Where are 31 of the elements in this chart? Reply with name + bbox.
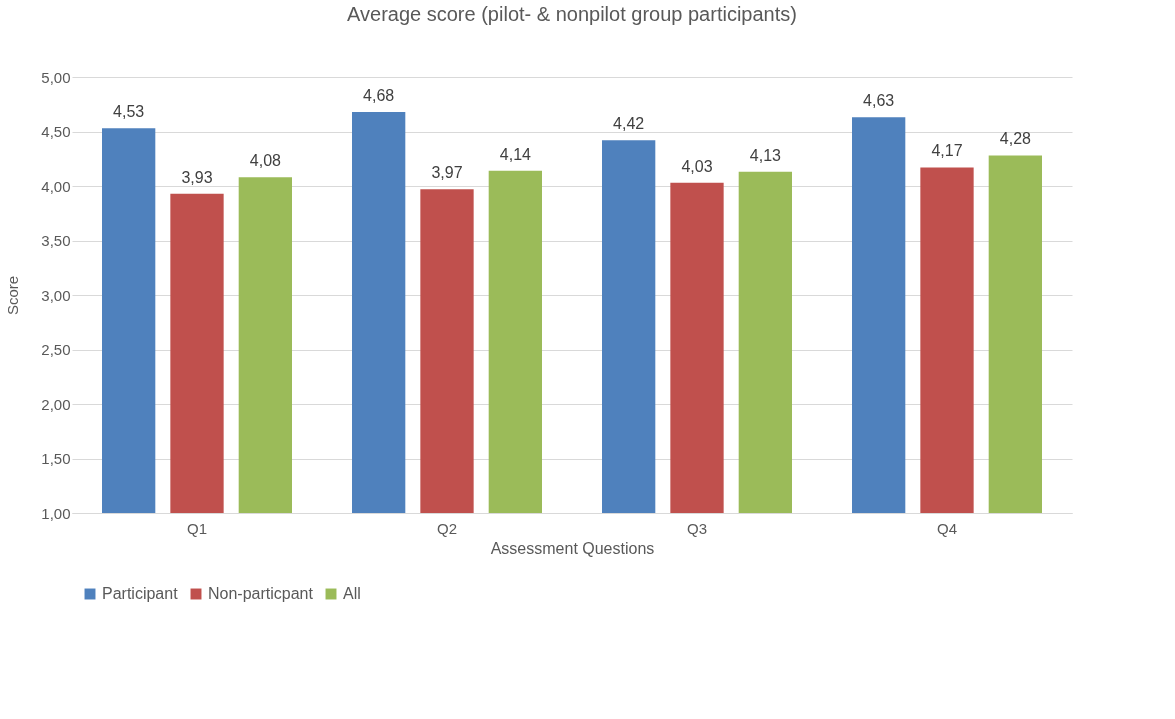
- y-tick-label: 4,00: [41, 177, 71, 195]
- data-label: 3,93: [181, 168, 213, 186]
- data-label: 4,08: [249, 152, 282, 170]
- data-label: 4,03: [681, 157, 713, 175]
- data-label: 4,68: [363, 86, 395, 104]
- data-label: 4,63: [863, 92, 895, 110]
- chart-title: Average score (pilot- & nonpilot group participants): [347, 3, 797, 25]
- y-tick-label: 2,50: [41, 341, 71, 358]
- x-tick-label: Q4: [936, 519, 958, 537]
- data-label: 4,13: [749, 146, 782, 164]
- x-tick-label: Q1: [186, 519, 208, 537]
- data-label: 4,17: [931, 142, 963, 160]
- y-tick-label: 4,50: [41, 123, 71, 140]
- legend-label: Non-particpant: [208, 585, 314, 602]
- x-axis-title: Assessment Questions: [490, 539, 655, 557]
- x-tick-label: Q3: [686, 519, 708, 537]
- data-label: 4,14: [499, 145, 532, 163]
- y-tick-label: 1,50: [41, 450, 71, 467]
- y-tick-label: 2,00: [41, 395, 71, 413]
- legend-label: All: [343, 585, 361, 602]
- y-axis-title: Score: [4, 275, 22, 316]
- x-tick-label: Q2: [436, 519, 458, 537]
- y-tick-label: 1,00: [41, 504, 71, 522]
- data-label: 4,53: [113, 103, 145, 121]
- legend-label: Participant: [102, 585, 179, 602]
- y-tick-label: 5,00: [41, 68, 71, 86]
- data-label: 3,97: [431, 164, 463, 182]
- data-label: 4,42: [613, 115, 645, 133]
- y-tick-label: 3,00: [41, 286, 71, 304]
- data-label: 4,28: [999, 130, 1032, 148]
- y-tick-label: 3,50: [41, 232, 71, 249]
